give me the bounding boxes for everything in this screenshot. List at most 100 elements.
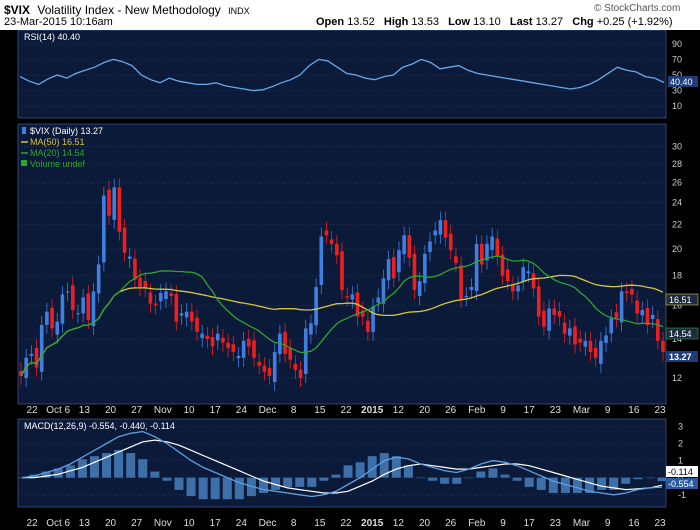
candlesticks xyxy=(19,178,665,392)
candle xyxy=(112,178,116,229)
candle-body xyxy=(360,310,365,317)
candle-body xyxy=(531,273,536,289)
candle xyxy=(417,272,422,306)
x-tick-label: 23 xyxy=(654,405,666,416)
candle xyxy=(609,309,614,343)
candle xyxy=(70,276,75,320)
candle xyxy=(521,258,526,291)
candle-body xyxy=(578,338,582,343)
candle-body xyxy=(547,308,551,331)
x-tick-label: 10 xyxy=(183,518,195,529)
candle xyxy=(371,298,375,341)
quote-strip: Open 13.52 High 13.53 Low 13.10 Last 13.… xyxy=(316,16,673,28)
candle xyxy=(231,335,236,362)
candle xyxy=(578,329,582,352)
candle-body xyxy=(117,187,122,232)
candle xyxy=(438,211,443,244)
macd-tick-label: 1 xyxy=(678,456,683,466)
candle xyxy=(50,298,54,338)
candle xyxy=(184,302,189,327)
candle xyxy=(511,276,515,301)
macd-histogram-bar xyxy=(379,453,389,478)
candle-body xyxy=(50,307,54,329)
candle xyxy=(656,310,660,350)
candle-body xyxy=(459,265,463,300)
candle-body xyxy=(210,337,215,347)
x-tick-label: 13 xyxy=(79,518,91,529)
macd-histogram-bar xyxy=(464,477,474,479)
macd-tick-label: 3 xyxy=(678,421,683,431)
candle xyxy=(469,278,474,299)
candle xyxy=(314,278,318,335)
x-tick-label: 22 xyxy=(340,405,352,416)
macd-histogram-bar xyxy=(41,471,51,478)
last-value: 13.27 xyxy=(535,16,564,28)
candle xyxy=(619,282,624,332)
x-tick-label: 27 xyxy=(131,518,143,529)
x-tick-label: Nov xyxy=(154,405,172,416)
macd-histogram-bar xyxy=(548,477,558,494)
macd-tick-label: 2 xyxy=(678,439,683,449)
x-tick-label: 20 xyxy=(419,518,431,529)
candle-body xyxy=(252,340,256,358)
macd-histogram-bar xyxy=(428,477,438,481)
candle xyxy=(39,316,44,381)
candle-body xyxy=(190,311,194,322)
macd-panel: -1 0 1 2 3 MACD(12,26,9) -0.554, -0.440, -0.… xyxy=(17,418,698,508)
symbol-title: $VIX Volatility Index - New Methodology … xyxy=(4,3,250,17)
x-tick-label: 17 xyxy=(210,518,222,529)
candle-body xyxy=(423,253,427,284)
candle-body xyxy=(391,257,396,279)
macd-histogram-bar xyxy=(355,462,365,478)
x-tick-label: 12 xyxy=(393,518,405,529)
macd-histogram-bar xyxy=(621,477,631,484)
x-tick-label: 26 xyxy=(445,405,457,416)
candle xyxy=(376,288,381,312)
candle xyxy=(29,345,34,365)
candle-body xyxy=(412,253,417,290)
candle xyxy=(479,235,484,274)
low-label: Low xyxy=(448,16,471,28)
candle-body xyxy=(29,353,34,356)
price-panel: 12141618202224262830 $VIX (Daily) 13.27 … xyxy=(17,123,699,405)
candle xyxy=(107,180,111,225)
candle xyxy=(604,326,608,352)
x-tick-label: 8 xyxy=(291,405,297,416)
price-tick-label: 18 xyxy=(672,270,682,280)
candle-body xyxy=(448,233,453,251)
macd-histogram-bar xyxy=(246,477,256,497)
candle-body xyxy=(417,281,422,297)
macd-histogram-bar xyxy=(645,477,655,479)
candle xyxy=(531,264,536,298)
macd-histogram-bar xyxy=(597,477,607,490)
rsi-tick-label: 50 xyxy=(672,70,682,80)
candle-body xyxy=(143,280,148,289)
candle xyxy=(412,245,417,299)
candle-body xyxy=(624,291,629,293)
macd-histogram-bar xyxy=(307,477,317,487)
candle xyxy=(283,322,287,363)
macd-histogram-bar xyxy=(283,477,293,487)
candle xyxy=(474,235,479,301)
macd-histogram-bar xyxy=(138,459,148,478)
macd-histogram-bar xyxy=(609,477,619,490)
candle-body xyxy=(630,288,634,295)
candle-body xyxy=(247,338,251,347)
x-tick-label: 17 xyxy=(210,405,222,416)
x-tick-label: Nov xyxy=(154,518,172,529)
candle-body xyxy=(407,235,412,258)
vix-legend-swatch xyxy=(22,127,26,134)
macd-histogram-bar xyxy=(657,477,667,482)
rsi-plot-area xyxy=(17,30,667,119)
candle xyxy=(241,332,246,367)
candle xyxy=(335,235,339,265)
signal-last-tag-text: -0.114 xyxy=(668,467,693,477)
x-tick-label: 22 xyxy=(26,405,38,416)
x-tick-label: 9 xyxy=(500,518,506,529)
candle-body xyxy=(371,306,375,332)
candle-body xyxy=(184,311,189,318)
candle xyxy=(226,333,230,358)
candle-body xyxy=(133,258,137,280)
macd-histogram-bar xyxy=(633,477,643,480)
price-tick-label: 12 xyxy=(672,373,682,383)
